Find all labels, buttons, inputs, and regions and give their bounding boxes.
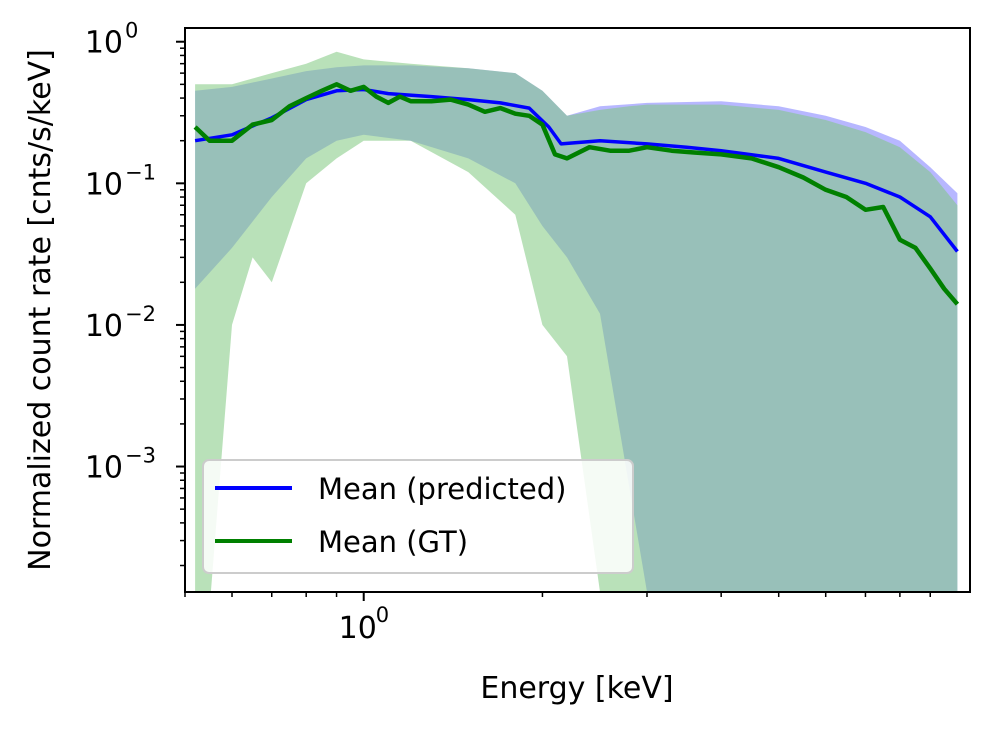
bands-layer	[195, 51, 958, 592]
legend: Mean (predicted) Mean (GT)	[202, 459, 634, 574]
legend-label-gt: Mean (GT)	[318, 525, 468, 559]
y-tick-exponent: −3	[125, 444, 156, 468]
legend-box	[202, 459, 634, 574]
plot-frame	[184, 27, 971, 593]
series-line-1	[193, 82, 960, 306]
x-tick-exponent: 0	[376, 603, 389, 627]
y-tick-exponent: −1	[125, 160, 156, 184]
legend-label-predicted: Mean (predicted)	[318, 472, 566, 506]
y-tick-label: 10	[85, 451, 123, 486]
y-tick-label: 10	[85, 309, 123, 344]
y-axis-label: Normalized count rate [cnts/s/keV]	[23, 49, 58, 571]
x-axis-label: Energy [keV]	[480, 671, 673, 706]
series-line-0	[194, 87, 959, 253]
y-tick-exponent: 0	[125, 19, 138, 43]
y-tick-label: 10	[85, 167, 123, 202]
uncertainty-band-1	[195, 51, 958, 592]
x-tick-label: 10	[339, 611, 377, 646]
y-tick-exponent: −2	[125, 302, 156, 326]
lines-layer	[193, 82, 960, 306]
y-tick-label: 10	[85, 26, 123, 61]
